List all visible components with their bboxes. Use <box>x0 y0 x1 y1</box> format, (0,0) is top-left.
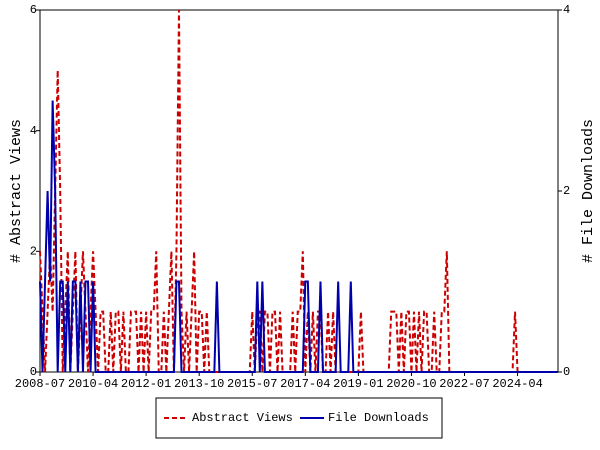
x-tick-label: 2010-04 <box>68 377 118 391</box>
y2-tick-label: 4 <box>563 3 570 17</box>
x-tick-label: 2022-07 <box>439 377 489 391</box>
x-tick-label: 2013-10 <box>174 377 224 391</box>
y-tick-label: 0 <box>30 365 37 379</box>
y-tick-label: 2 <box>30 245 37 259</box>
legend-label: File Downloads <box>328 411 429 425</box>
x-tick-label: 2020-10 <box>386 377 436 391</box>
y-tick-label: 4 <box>30 124 37 138</box>
y2-tick-label: 0 <box>563 365 570 379</box>
x-tick-label: 2012-01 <box>121 377 171 391</box>
x-tick-label: 2015-07 <box>227 377 277 391</box>
x-tick-label: 2008-07 <box>15 377 65 391</box>
legend-label: Abstract Views <box>192 411 293 425</box>
y2-tick-label: 2 <box>563 184 570 198</box>
x-tick-label: 2019-01 <box>333 377 383 391</box>
legend-box <box>155 397 443 439</box>
x-tick-label: 2017-04 <box>280 377 330 391</box>
series-line <box>39 9 558 373</box>
plot-frame <box>39 9 559 373</box>
series-line <box>39 100 558 373</box>
y-tick-label: 6 <box>30 3 37 17</box>
y-axis-label: # Abstract Views <box>8 119 25 263</box>
x-tick-label: 2024-04 <box>492 377 542 391</box>
y2-axis-label: # File Downloads <box>580 119 597 263</box>
